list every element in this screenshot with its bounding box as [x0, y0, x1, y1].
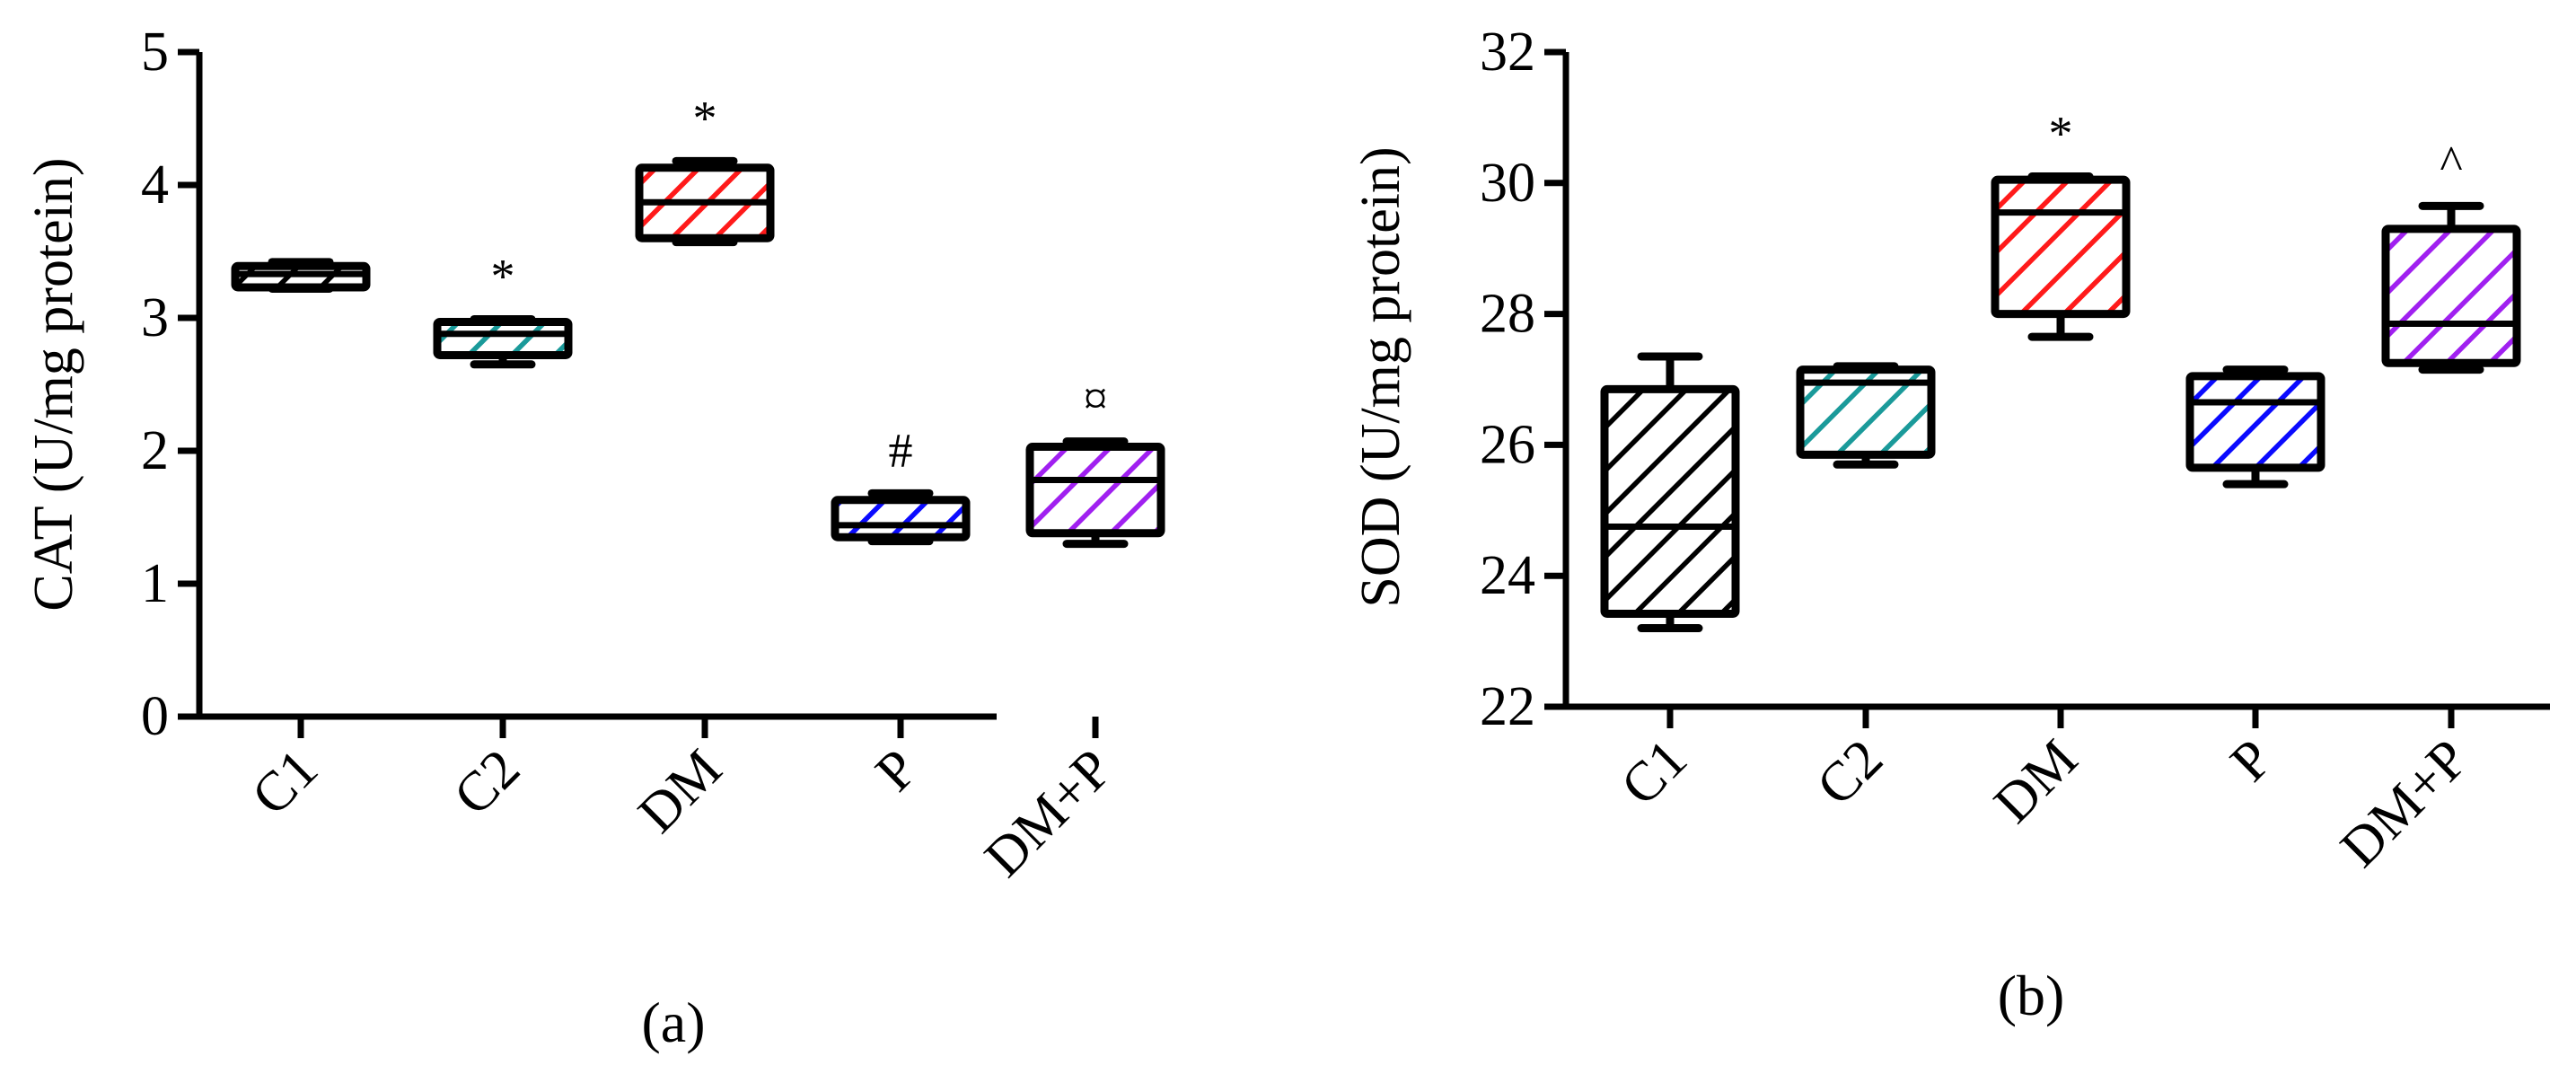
- x-tick-label: C2: [1806, 728, 1895, 817]
- y-tick-label: 26: [1480, 414, 1535, 475]
- box-c1: [231, 258, 371, 293]
- iqr-box: [1600, 384, 1740, 618]
- x-tick-label: P: [864, 738, 928, 803]
- x-tick-label: P: [2219, 728, 2283, 793]
- iqr-box: [1025, 443, 1165, 538]
- iqr-box: [2381, 224, 2521, 367]
- iqr-box: [1796, 365, 1936, 459]
- x-tick-label: DM: [627, 738, 734, 845]
- significance-marker: *: [2049, 107, 2073, 161]
- iqr-box: [2185, 372, 2325, 472]
- x-tick-label: DM: [1983, 728, 2089, 835]
- box-dm-p: ¤: [1025, 372, 1165, 549]
- box-dm-p: ^: [2381, 136, 2521, 374]
- y-tick-label: 3: [141, 287, 169, 348]
- significance-marker: *: [693, 91, 717, 145]
- y-axis-title: SOD (U/mg protein): [1350, 146, 1411, 607]
- x-axis-ticks: C1 C2 DM P DM+P: [1610, 707, 2480, 879]
- significance-marker: ^: [2440, 136, 2462, 189]
- significance-marker: *: [491, 249, 515, 303]
- box-plots: * * # ¤: [231, 91, 1165, 549]
- iqr-box: [433, 317, 573, 359]
- y-tick-label: 22: [1480, 676, 1535, 737]
- x-axis-ticks: C1 C2 DM P DM+P: [241, 717, 1124, 889]
- iqr-box: [831, 496, 971, 541]
- y-tick-label: 24: [1480, 545, 1535, 606]
- y-axis-ticks: 22 24 26 28 30 32: [1480, 22, 1566, 737]
- x-tick-label: DM+P: [2329, 728, 2480, 879]
- box-c2: *: [433, 249, 573, 369]
- significance-marker: ¤: [1084, 372, 1108, 426]
- panel-a: 0 1 2 3 4 5 C1 C2 DM P DM+P * * # ¤ CAT (U/mg protei…: [23, 22, 1165, 1054]
- x-tick-label: C1: [241, 738, 330, 827]
- box-p: [2185, 365, 2325, 489]
- y-axis-title: CAT (U/mg protein): [23, 157, 84, 611]
- box-c1: [1600, 352, 1740, 633]
- y-axis-ticks: 0 1 2 3 4 5: [141, 22, 199, 747]
- box-plots: *^: [1600, 107, 2521, 633]
- y-tick-label: 28: [1480, 284, 1535, 345]
- y-tick-label: 5: [141, 22, 169, 83]
- y-tick-label: 32: [1480, 22, 1535, 83]
- significance-marker: #: [889, 423, 913, 477]
- y-tick-label: 1: [141, 553, 169, 614]
- panel-label-a: (a): [641, 990, 705, 1054]
- box-c2: [1796, 362, 1936, 469]
- box-p: #: [831, 423, 971, 546]
- x-tick-label: DM+P: [973, 738, 1124, 889]
- x-tick-label: C1: [1610, 728, 1699, 817]
- box-dm: *: [1991, 107, 2131, 341]
- panel-label-b: (b): [1998, 964, 2065, 1027]
- y-tick-label: 4: [141, 154, 169, 216]
- y-tick-label: 30: [1480, 153, 1535, 214]
- iqr-box: [1991, 175, 2131, 319]
- y-tick-label: 0: [141, 686, 169, 747]
- box-dm: *: [635, 91, 775, 247]
- x-tick-label: C2: [443, 738, 532, 827]
- y-tick-label: 2: [141, 420, 169, 481]
